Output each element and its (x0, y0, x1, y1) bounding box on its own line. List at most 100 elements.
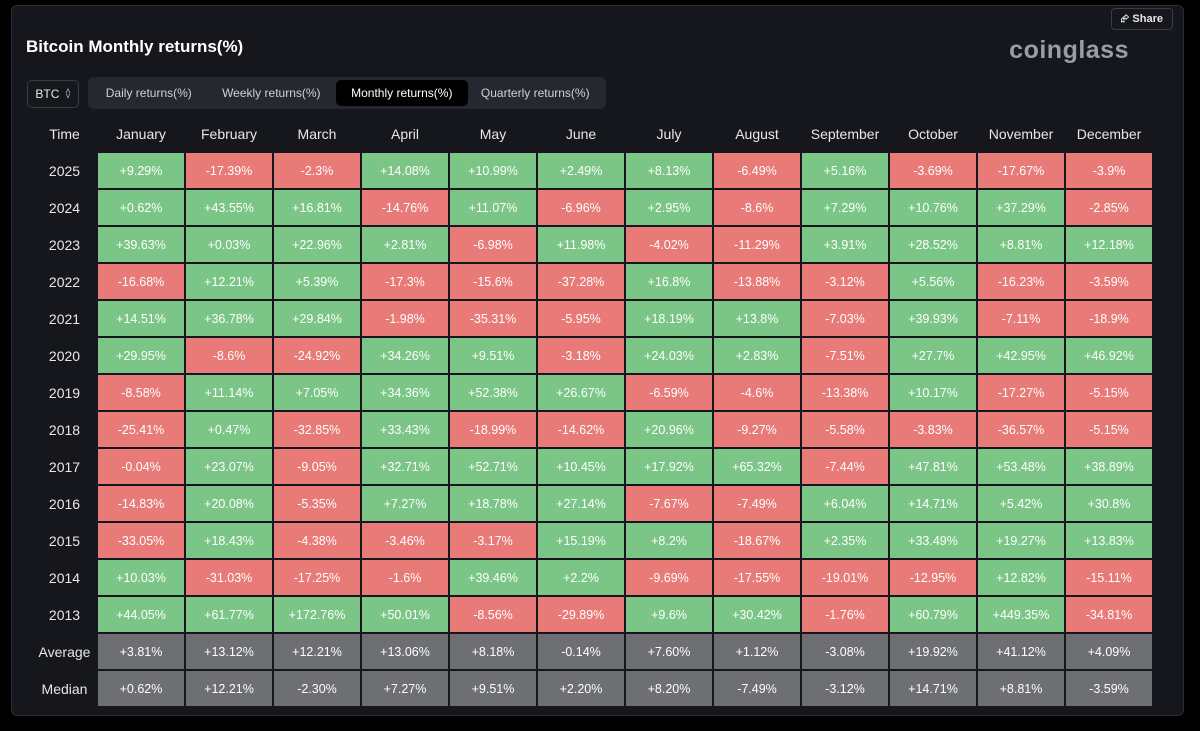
return-cell: -1.6% (362, 560, 448, 595)
page-title: Bitcoin Monthly returns(%) (26, 37, 244, 56)
return-cell: +6.04% (802, 486, 888, 521)
stats-cell: +2.20% (538, 671, 624, 706)
return-cell: -3.12% (802, 264, 888, 299)
column-header-month: July (656, 125, 682, 142)
share-button[interactable]: ⮳ Share (1110, 8, 1173, 30)
return-cell: +39.46% (450, 560, 536, 595)
return-cell: -16.68% (98, 264, 184, 299)
return-cell: -13.88% (714, 264, 800, 299)
return-cell: +0.03% (186, 227, 272, 262)
return-cell: -14.62% (538, 412, 624, 447)
return-cell: -15.11% (1066, 560, 1152, 595)
return-cell: -7.44% (802, 449, 888, 484)
return-cell: +0.62% (98, 190, 184, 225)
return-cell: +43.55% (186, 190, 272, 225)
row-year-label: 2022 (48, 273, 81, 290)
return-cell: +7.29% (802, 190, 888, 225)
stats-row: Median +0.62% +12.21% -2.30% +7.27% +9.51% +2.… (33, 671, 1152, 706)
stats-cell: +8.18% (450, 634, 536, 669)
return-cell: +9.6% (626, 597, 712, 632)
return-cell: -9.69% (626, 560, 712, 595)
coin-select[interactable]: BTC ˄ ˅ (27, 80, 79, 108)
row-year-label: 2017 (48, 458, 81, 475)
return-cell: -17.25% (274, 560, 360, 595)
return-cell: +60.79% (890, 597, 976, 632)
return-cell: +10.99% (450, 153, 536, 188)
row-year-label: 2015 (48, 532, 81, 549)
tab-monthly[interactable]: Monthly returns(%) (336, 80, 468, 106)
coinglass-logo: coinglass (1009, 36, 1129, 64)
stats-cell: +13.06% (362, 634, 448, 669)
stats-cell: -3.08% (802, 634, 888, 669)
column-header-month: June (565, 125, 597, 142)
return-cell: -6.49% (714, 153, 800, 188)
column-header-time: Time (49, 125, 80, 142)
return-cell: -37.28% (538, 264, 624, 299)
stats-cell: +8.20% (626, 671, 712, 706)
stats-row: Average +3.81% +13.12% +12.21% +13.06% +8.18%… (33, 634, 1152, 669)
return-cell: +30.8% (1066, 486, 1152, 521)
return-cell: -36.57% (978, 412, 1064, 447)
return-cell: +19.27% (978, 523, 1064, 558)
return-cell: +10.03% (98, 560, 184, 595)
return-cell: +47.81% (890, 449, 976, 484)
return-cell: +8.81% (978, 227, 1064, 262)
return-cell: -4.6% (714, 375, 800, 410)
stats-cell: +3.81% (98, 634, 184, 669)
table-header-row: Time January February March April May June Jul… (33, 116, 1152, 151)
return-cell: +27.7% (890, 338, 976, 373)
return-cell: -6.96% (538, 190, 624, 225)
return-cell: -18.99% (450, 412, 536, 447)
row-year-label: 2021 (48, 310, 81, 327)
return-cell: +37.29% (978, 190, 1064, 225)
return-cell: +61.77% (186, 597, 272, 632)
return-cell: -3.17% (450, 523, 536, 558)
return-cell: -3.18% (538, 338, 624, 373)
stats-row-label: Average (38, 643, 91, 660)
return-cell: -7.51% (802, 338, 888, 373)
row-year-label: 2019 (48, 384, 81, 401)
return-cell: +11.14% (186, 375, 272, 410)
tab-weekly[interactable]: Weekly returns(%) (222, 86, 321, 100)
return-cell: +5.42% (978, 486, 1064, 521)
return-cell: -35.31% (450, 301, 536, 336)
return-cell: +2.81% (362, 227, 448, 262)
return-cell: +16.8% (626, 264, 712, 299)
return-cell: +7.27% (362, 486, 448, 521)
return-cell: +52.71% (450, 449, 536, 484)
return-cell: +28.52% (890, 227, 976, 262)
stats-cell: +12.21% (186, 671, 272, 706)
table-row: 2021 +14.51% +36.78% +29.84% -1.98% -35.31% -5… (33, 301, 1152, 336)
return-cell: -34.81% (1066, 597, 1152, 632)
return-cell: -5.15% (1066, 375, 1152, 410)
table-row: 2018 -25.41% +0.47% -32.85% +33.43% -18.99% -1… (33, 412, 1152, 447)
return-cell: -8.58% (98, 375, 184, 410)
return-cell: +39.63% (98, 227, 184, 262)
return-cell: -15.6% (450, 264, 536, 299)
return-cell: -12.95% (890, 560, 976, 595)
return-cell: -7.67% (626, 486, 712, 521)
return-cell: +2.2% (538, 560, 624, 595)
return-cell: +18.19% (626, 301, 712, 336)
return-cell: -3.83% (890, 412, 976, 447)
tab-daily[interactable]: Daily returns(%) (105, 86, 192, 100)
return-cell: +2.35% (802, 523, 888, 558)
return-cell: +20.08% (186, 486, 272, 521)
return-cell: +5.56% (890, 264, 976, 299)
column-header-month: October (908, 125, 958, 142)
return-cell: +7.05% (274, 375, 360, 410)
column-header-month: January (116, 125, 166, 142)
stats-cell: +7.27% (362, 671, 448, 706)
return-cell: -9.05% (274, 449, 360, 484)
tab-quarterly[interactable]: Quarterly returns(%) (480, 86, 590, 100)
stats-cell: +7.60% (626, 634, 712, 669)
return-cell: -17.55% (714, 560, 800, 595)
return-cell: -16.23% (978, 264, 1064, 299)
return-cell: -9.27% (714, 412, 800, 447)
return-cell: +27.14% (538, 486, 624, 521)
return-cell: +10.45% (538, 449, 624, 484)
return-cell: +44.05% (98, 597, 184, 632)
return-cell: -8.6% (186, 338, 272, 373)
return-cell: -8.56% (450, 597, 536, 632)
return-cell: -4.38% (274, 523, 360, 558)
